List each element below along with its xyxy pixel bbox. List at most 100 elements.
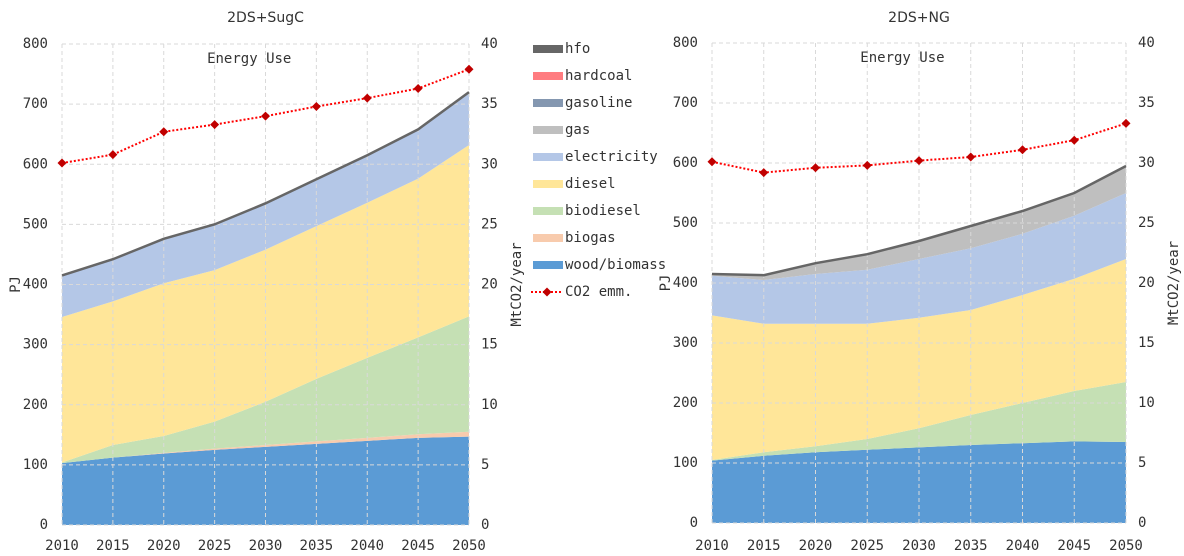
y-tick-label: 300 <box>23 337 48 353</box>
area-top-edge <box>711 164 1127 277</box>
legend-label: gasoline <box>565 95 632 111</box>
y-tick-label: 400 <box>673 275 698 291</box>
legend-swatch <box>533 234 563 242</box>
marker <box>1069 135 1079 145</box>
x-tick-label: 2025 <box>198 538 232 554</box>
marker <box>57 158 67 168</box>
y-tick-label: 500 <box>673 215 698 231</box>
y-tick-label: 100 <box>673 455 698 471</box>
marker <box>1121 118 1131 128</box>
x-tick-label: 2010 <box>45 538 79 554</box>
area <box>712 382 1126 461</box>
x-tick-label: 2015 <box>96 538 130 554</box>
legend-swatch <box>533 207 563 215</box>
x-tick-label: 2030 <box>902 538 936 554</box>
x-tick-label: 2010 <box>695 538 729 554</box>
legend-label: biogas <box>565 230 616 246</box>
y2-axis-label: MtCO2/year <box>1166 241 1182 325</box>
y2-tick-label: 30 <box>481 156 498 172</box>
y2-tick-label: 35 <box>481 96 498 112</box>
y2-tick-label: 0 <box>1138 515 1146 531</box>
x-tick-label: 2035 <box>300 538 334 554</box>
x-tick-label: 2015 <box>747 538 781 554</box>
annotation: Energy Use <box>860 50 944 66</box>
x-tick-label: 2030 <box>249 538 283 554</box>
chart-title: 2DS+NG <box>888 10 950 26</box>
marker <box>413 83 423 93</box>
x-tick-label: 2050 <box>1109 538 1143 554</box>
legend-swatch <box>533 45 563 53</box>
area <box>712 441 1126 523</box>
x-tick-label: 2025 <box>850 538 884 554</box>
y-tick-label: 700 <box>23 96 48 112</box>
y2-tick-label: 40 <box>481 36 498 52</box>
legend-label: diesel <box>565 176 616 192</box>
legend-swatch <box>533 99 563 107</box>
marker <box>811 163 820 173</box>
y-axis-label: PJ <box>8 276 24 293</box>
y-tick-label: 500 <box>23 216 48 232</box>
marker <box>914 156 924 166</box>
marker <box>759 168 769 178</box>
y-tick-label: 800 <box>673 35 698 51</box>
annotation: Energy Use <box>207 51 291 67</box>
legend-label: wood/biomass <box>565 257 666 273</box>
y2-tick-label: 25 <box>1138 215 1155 231</box>
marker <box>707 157 717 167</box>
y2-tick-label: 0 <box>481 517 489 533</box>
y-tick-label: 100 <box>23 457 48 473</box>
legend-swatch <box>533 180 563 188</box>
y2-tick-label: 10 <box>481 397 498 413</box>
marker <box>311 102 321 112</box>
y-tick-label: 400 <box>23 277 48 293</box>
y2-tick-label: 35 <box>1138 95 1155 111</box>
x-tick-label: 2035 <box>954 538 988 554</box>
marker <box>108 150 118 160</box>
legend-label: gas <box>565 122 590 138</box>
marker <box>464 64 474 74</box>
chart: 2DS+NG0100200300400500600700800051015202… <box>658 10 1182 554</box>
marker <box>862 160 872 170</box>
y-tick-label: 0 <box>40 517 48 533</box>
line <box>61 68 470 165</box>
x-tick-label: 2020 <box>799 538 833 554</box>
legend-marker <box>542 287 552 297</box>
y2-tick-label: 20 <box>1138 275 1155 291</box>
x-tick-label: 2040 <box>350 538 384 554</box>
y-tick-label: 200 <box>23 397 48 413</box>
legend-label: biodiesel <box>565 203 641 219</box>
y-axis-label: PJ <box>658 275 674 292</box>
y2-tick-label: 5 <box>481 457 489 473</box>
x-tick-label: 2040 <box>1006 538 1040 554</box>
x-tick-label: 2045 <box>1057 538 1091 554</box>
legend-swatch <box>533 261 563 269</box>
legend: hfo hardcoal gasoline gas electricity diesel b… <box>531 41 666 300</box>
y2-tick-label: 10 <box>1138 395 1155 411</box>
marker <box>261 111 270 121</box>
marker <box>1018 145 1027 155</box>
y-tick-label: 700 <box>673 95 698 111</box>
area-top-edge <box>61 91 470 277</box>
marker <box>159 127 169 137</box>
marker <box>362 93 372 103</box>
y-tick-label: 300 <box>673 335 698 351</box>
marker <box>210 120 220 130</box>
y-tick-label: 0 <box>690 515 698 531</box>
area <box>62 316 469 464</box>
x-tick-label: 2050 <box>452 538 486 554</box>
y2-tick-label: 15 <box>481 337 498 353</box>
y2-axis-label: MtCO2/year <box>509 242 525 326</box>
y-tick-label: 800 <box>23 36 48 52</box>
marker <box>966 152 976 162</box>
y2-tick-label: 5 <box>1138 455 1146 471</box>
y2-tick-label: 15 <box>1138 335 1155 351</box>
y-tick-label: 600 <box>23 156 48 172</box>
y2-tick-label: 25 <box>481 216 498 232</box>
x-tick-label: 2045 <box>401 538 435 554</box>
legend-swatch <box>533 153 563 161</box>
legend-label: hardcoal <box>565 68 632 84</box>
y2-tick-label: 20 <box>481 277 498 293</box>
legend-swatch <box>533 126 563 134</box>
y2-tick-label: 30 <box>1138 155 1155 171</box>
y2-tick-label: 40 <box>1138 35 1155 51</box>
